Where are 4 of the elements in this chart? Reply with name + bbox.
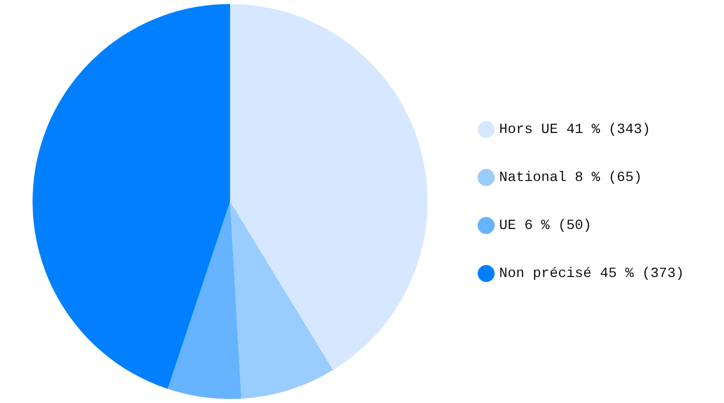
legend-label: National 8 % (65) bbox=[499, 170, 642, 186]
legend-label: UE 6 % (50) bbox=[499, 218, 592, 234]
legend-label: Non précisé 45 % (373) bbox=[499, 266, 684, 282]
legend-label: Hors UE 41 % (343) bbox=[499, 122, 650, 138]
